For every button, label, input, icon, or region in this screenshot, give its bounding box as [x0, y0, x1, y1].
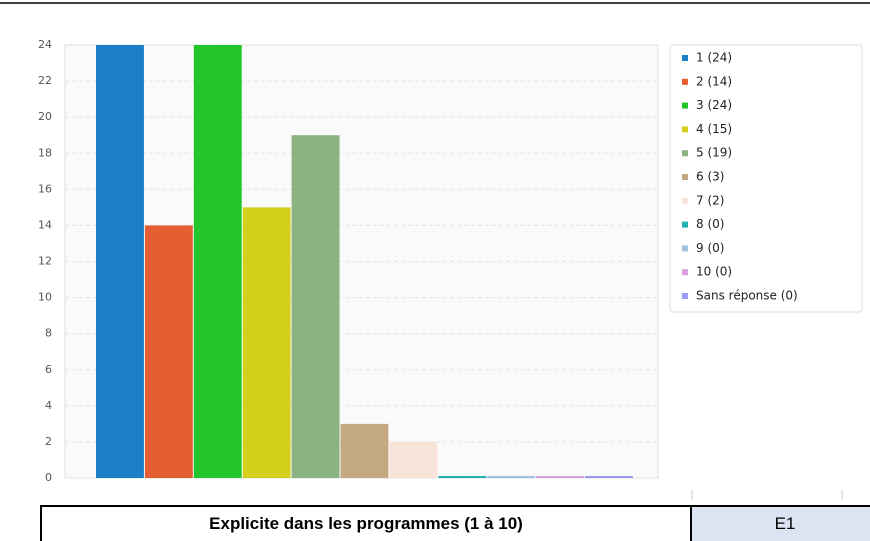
legend-swatch — [682, 150, 688, 157]
bar — [242, 207, 291, 478]
bar — [340, 423, 389, 478]
legend-label: 3 (24) — [696, 98, 732, 112]
bar — [144, 225, 193, 478]
bar — [487, 476, 536, 478]
legend-swatch — [682, 197, 688, 204]
y-tick-label: 22 — [38, 74, 52, 87]
table-cell: Explicite dans les programmes (1 à 10) — [40, 505, 692, 541]
bar — [438, 476, 487, 478]
legend-label: 4 (15) — [696, 122, 732, 136]
legend-label: 9 (0) — [696, 241, 724, 255]
legend-label: 5 (19) — [696, 146, 732, 160]
legend-label: Sans réponse (0) — [696, 289, 798, 303]
bar — [291, 135, 340, 479]
legend-swatch — [682, 78, 688, 85]
y-tick-label: 12 — [38, 255, 52, 268]
legend-label: 7 (2) — [696, 193, 724, 207]
legend-swatch — [682, 55, 688, 61]
y-tick-label: 18 — [38, 146, 52, 159]
legend-box — [669, 44, 863, 313]
bar — [389, 441, 438, 478]
bar — [193, 45, 242, 478]
y-tick-label: 14 — [38, 218, 52, 231]
legend-label: 6 (3) — [696, 170, 724, 184]
table-cell: E1 — [690, 505, 870, 541]
bar — [536, 476, 584, 478]
legend-label: 2 (14) — [696, 74, 732, 88]
y-tick-label: 16 — [38, 182, 52, 195]
legend-swatch — [682, 245, 688, 252]
bar — [585, 476, 633, 478]
y-tick-label: 4 — [45, 399, 52, 412]
legend-label: 8 (0) — [696, 217, 724, 231]
legend-swatch — [682, 269, 688, 276]
legend-label: 1 (24) — [696, 51, 732, 65]
legend-swatch — [682, 174, 688, 180]
legend-swatch — [682, 126, 688, 133]
legend-swatch — [682, 221, 688, 228]
legend-swatch — [682, 102, 688, 109]
y-tick-label: 6 — [45, 363, 52, 376]
y-tick-label: 20 — [38, 110, 52, 123]
bar — [96, 45, 144, 478]
y-tick-label: 0 — [45, 471, 52, 484]
y-tick-label: 8 — [45, 327, 52, 340]
legend-swatch — [682, 293, 688, 299]
legend-label: 10 (0) — [696, 265, 732, 279]
y-tick-label: 2 — [45, 435, 52, 448]
y-tick-label: 10 — [38, 291, 52, 304]
y-tick-label: 24 — [38, 38, 52, 51]
